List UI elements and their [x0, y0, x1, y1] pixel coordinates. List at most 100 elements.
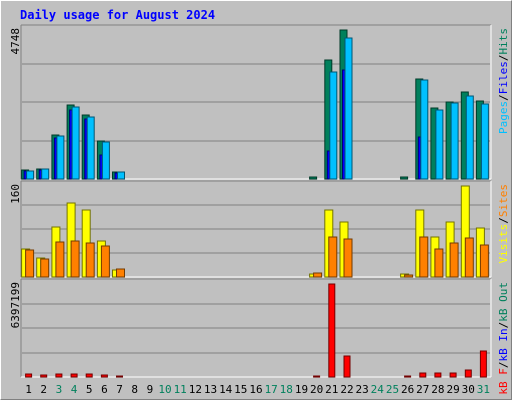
bar-kb-f-day-26	[404, 375, 412, 378]
bar-pages-day-27	[420, 79, 429, 180]
bar-pages-day-30	[465, 95, 474, 180]
bar-pages-day-3	[56, 135, 65, 180]
bar-hits-day-26	[400, 176, 409, 180]
legend-entry: Sites	[497, 184, 510, 217]
bar-pages-day-5	[86, 116, 95, 180]
x-tick-label-day-2: 2	[40, 383, 47, 396]
x-tick-label-day-4: 4	[71, 383, 78, 396]
x-tick-label-day-1: 1	[25, 383, 32, 396]
bar-pages-day-22	[344, 37, 353, 180]
bar-kb-f-day-30	[464, 369, 472, 378]
x-tick-label-day-21: 21	[325, 383, 338, 396]
bar-sites-day-26	[404, 274, 414, 278]
bar-sites-day-6	[100, 245, 110, 278]
x-tick-label-day-27: 27	[416, 383, 429, 396]
bar-sites-day-5	[85, 242, 95, 278]
bar-kb-f-day-5	[85, 373, 93, 378]
bar-sites-day-31	[479, 244, 489, 278]
legend-entry: /	[497, 94, 510, 101]
x-tick-label-day-22: 22	[340, 383, 353, 396]
bar-kb-f-day-20	[313, 375, 321, 378]
legend-entry: kB In	[497, 328, 510, 361]
bar-sites-day-20	[313, 272, 323, 278]
bar-kb-f-day-4	[70, 373, 78, 378]
bar-pages-day-7	[117, 171, 125, 180]
bar-sites-day-1	[25, 249, 35, 278]
y-max-label-top: 4748	[9, 28, 22, 55]
bar-pages-day-29	[450, 102, 459, 180]
x-tick-label-day-24: 24	[371, 383, 385, 396]
y-max-label-bottom: 6397199	[9, 282, 22, 328]
bar-pages-day-21	[329, 71, 338, 180]
bar-kb-f-day-22	[343, 355, 351, 378]
legend-entry: /	[497, 322, 510, 329]
legend-top: Pages/Files/Hits	[497, 28, 510, 134]
bar-pages-day-28	[435, 109, 444, 180]
x-tick-label-day-25: 25	[386, 383, 399, 396]
chart-title: Daily usage for August 2024	[20, 8, 216, 22]
bar-kb-f-day-29	[449, 372, 457, 378]
x-tick-label-day-6: 6	[101, 383, 108, 396]
legend-entry: kB Out	[497, 282, 510, 322]
bar-kb-f-day-31	[479, 350, 487, 378]
x-tick-label-day-7: 7	[116, 383, 123, 396]
x-tick-label-day-31: 31	[477, 383, 490, 396]
bar-pages-day-6	[101, 141, 110, 180]
legend-entry: /	[497, 55, 510, 62]
bar-kb-f-day-27	[419, 372, 427, 378]
bar-hits-day-20	[309, 176, 318, 180]
bar-sites-day-7	[116, 268, 125, 278]
bar-sites-day-4	[70, 240, 80, 278]
x-tick-label-day-29: 29	[446, 383, 459, 396]
x-tick-label-day-3: 3	[56, 383, 63, 396]
x-tick-label-day-8: 8	[131, 383, 138, 396]
x-tick-label-day-10: 10	[158, 383, 171, 396]
bar-kb-f-day-7	[116, 375, 123, 378]
x-tick-label-day-9: 9	[147, 383, 154, 396]
legend-entry: Hits	[497, 28, 510, 55]
bar-kb-f-day-3	[55, 373, 63, 378]
bar-sites-day-29	[449, 242, 459, 278]
bar-pages-day-1	[26, 170, 35, 180]
legend-bottom: kB F/kB In/kB Out	[497, 282, 510, 395]
x-tick-label-day-12: 12	[189, 383, 202, 396]
bar-kb-f-day-6	[100, 374, 108, 378]
x-tick-label-day-16: 16	[249, 383, 262, 396]
x-tick-label-day-15: 15	[234, 383, 247, 396]
x-tick-label-day-11: 11	[174, 383, 187, 396]
legend-entry: Files	[497, 61, 510, 94]
bar-sites-day-27	[419, 236, 429, 278]
legend-entry: Visits	[497, 224, 510, 264]
legend-entry: kB F	[497, 368, 510, 395]
bar-kb-f-day-28	[434, 372, 442, 378]
legend-entry: /	[497, 362, 510, 369]
bar-sites-day-28	[434, 248, 444, 278]
x-tick-label-day-28: 28	[431, 383, 444, 396]
y-max-label-middle: 160	[9, 184, 22, 204]
bar-sites-day-3	[55, 241, 65, 278]
legend-entry: /	[497, 217, 510, 224]
x-tick-label-day-5: 5	[86, 383, 93, 396]
x-tick-label-day-23: 23	[355, 383, 368, 396]
x-tick-label-day-17: 17	[265, 383, 278, 396]
legend-middle: Visits/Sites	[497, 184, 510, 264]
x-tick-label-day-13: 13	[204, 383, 217, 396]
x-tick-label-day-14: 14	[219, 383, 233, 396]
bar-pages-day-2	[41, 168, 50, 180]
bar-sites-day-21	[328, 236, 338, 278]
bar-pages-day-4	[71, 106, 80, 180]
bar-kb-f-day-21	[328, 283, 336, 378]
bar-sites-day-30	[464, 237, 474, 278]
x-tick-label-day-26: 26	[401, 383, 414, 396]
x-tick-label-day-19: 19	[295, 383, 308, 396]
bar-sites-day-22	[343, 238, 353, 278]
bar-sites-day-2	[40, 258, 50, 278]
bar-pages-day-31	[480, 103, 489, 180]
bar-kb-f-day-1	[25, 373, 33, 378]
x-tick-label-day-20: 20	[310, 383, 323, 396]
bar-kb-f-day-2	[40, 374, 48, 378]
legend-entry: Pages	[497, 101, 510, 134]
x-tick-label-day-30: 30	[462, 383, 475, 396]
